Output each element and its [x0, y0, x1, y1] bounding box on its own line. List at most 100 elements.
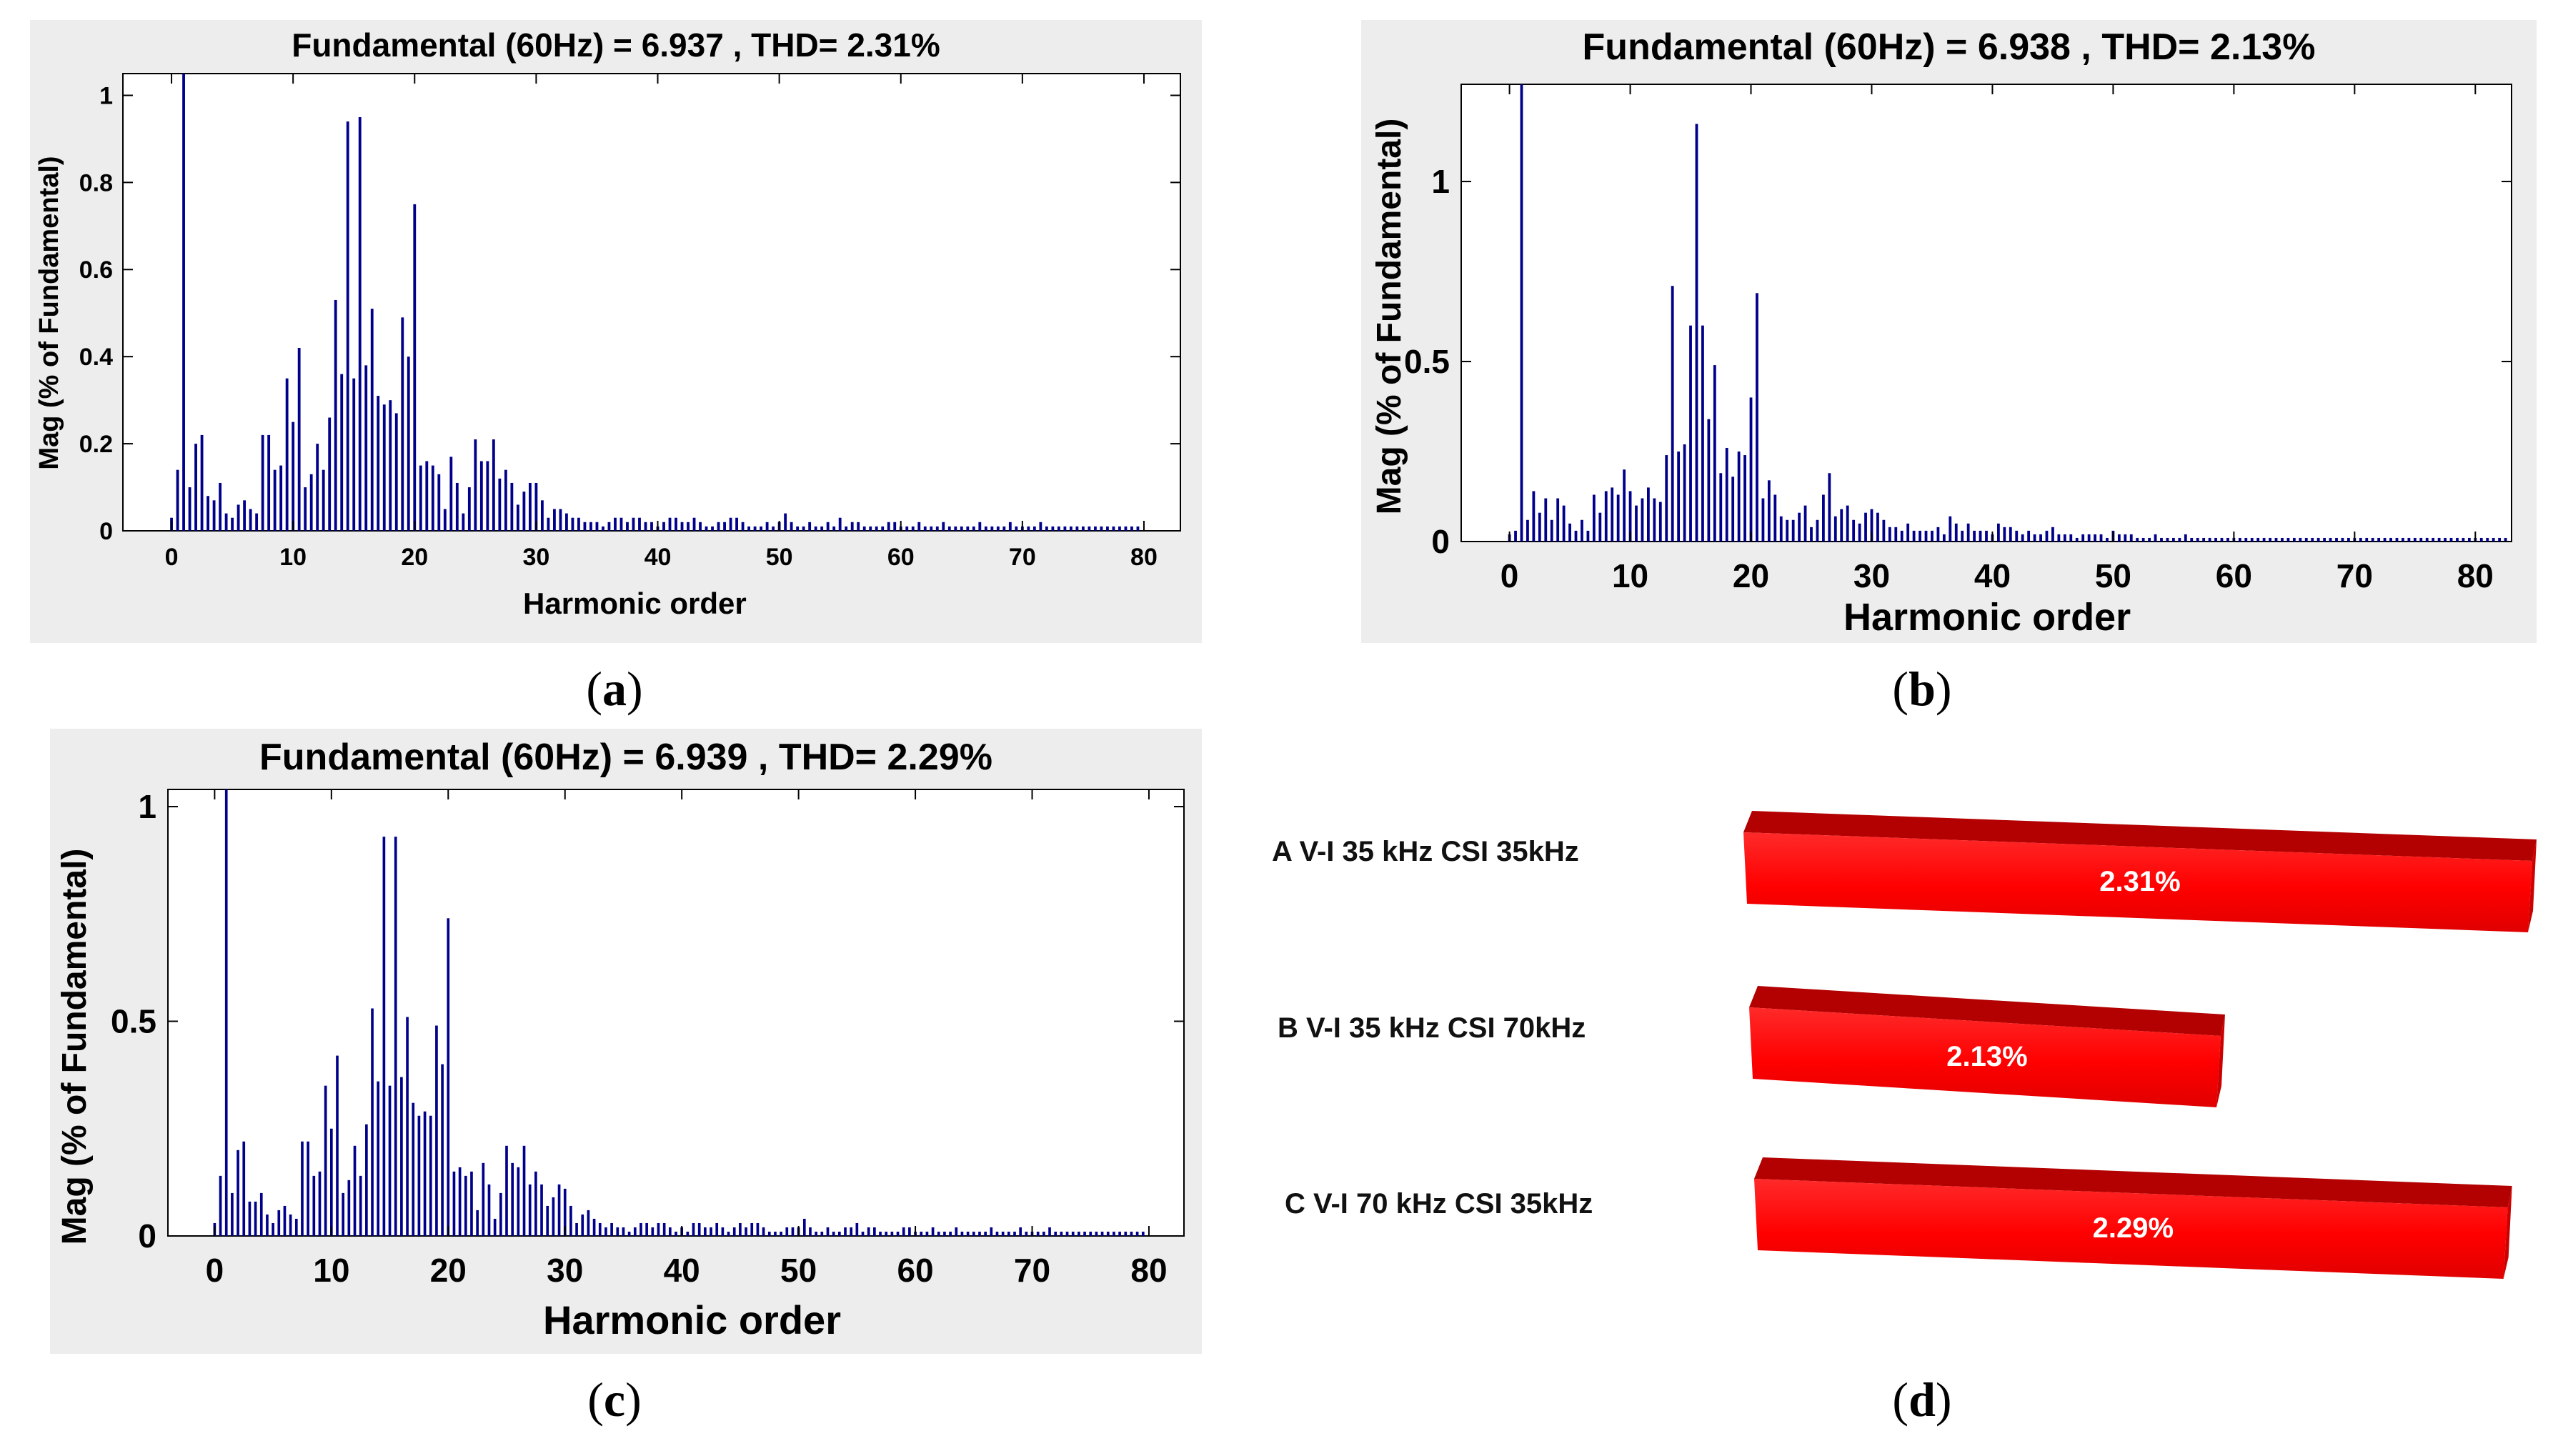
- harmonic-bar: [1689, 325, 1692, 542]
- harmonic-bar: [760, 526, 763, 531]
- caption-c: (c): [587, 1372, 642, 1427]
- harmonic-bar: [675, 517, 677, 531]
- harmonic-bar: [662, 1222, 666, 1236]
- harmonic-bar: [984, 526, 987, 531]
- caption-b: (b): [1892, 662, 1952, 716]
- harmonic-bar: [423, 1111, 427, 1236]
- harmonic-bar: [1719, 473, 1723, 542]
- harmonic-bar: [2371, 537, 2374, 542]
- harmonic-bar: [790, 522, 793, 531]
- harmonic-bar: [931, 1227, 935, 1236]
- harmonic-bar: [809, 1227, 812, 1236]
- plot-area: 0 10 20 30 40 50 60 70 80 0 0.5 1: [1404, 84, 2512, 594]
- harmonic-bar: [2081, 534, 2085, 542]
- harmonic-bar: [2039, 534, 2042, 542]
- harmonic-bar: [960, 526, 963, 531]
- harmonic-bar: [358, 116, 362, 531]
- harmonic-bar: [2075, 537, 2079, 542]
- plot-background: [167, 789, 1185, 1237]
- harmonic-bar: [1996, 523, 2000, 542]
- harmonic-bar: [1019, 1227, 1022, 1236]
- harmonic-bar: [602, 526, 604, 531]
- plot-area: 0 10 20 30 40 50 60 70 80 0 0.2 0.4 0.6 0.8 1: [79, 73, 1181, 571]
- harmonic-bar: [996, 526, 1000, 531]
- x-tick-label: 20: [430, 1252, 467, 1289]
- y-tick-label: 0.6: [79, 256, 113, 284]
- harmonic-bar: [1713, 365, 1716, 542]
- x-tick-label: 40: [1974, 557, 2011, 594]
- harmonic-bar: [850, 522, 854, 531]
- harmonic-bar: [668, 1227, 672, 1236]
- harmonic-bar: [1113, 1231, 1115, 1236]
- x-axis-label: Harmonic order: [543, 1297, 841, 1342]
- harmonic-bar: [784, 513, 787, 531]
- harmonic-bar: [796, 526, 800, 531]
- harmonic-bar: [937, 1231, 940, 1236]
- harmonic-bar: [1979, 530, 1982, 542]
- harmonic-bar: [644, 522, 647, 531]
- harmonic-bar: [1069, 526, 1073, 531]
- harmonic-bar: [470, 1171, 473, 1236]
- harmonic-bar: [610, 1222, 613, 1236]
- harmonic-bar: [1731, 477, 1735, 542]
- x-tick-label: 60: [887, 544, 915, 571]
- harmonic-bar: [2069, 534, 2073, 542]
- harmonic-bar: [449, 457, 453, 531]
- harmonic-bar: [212, 500, 216, 531]
- harmonic-bar: [2184, 534, 2187, 542]
- harmonic-bar: [1616, 494, 1620, 542]
- x-tick-label: 50: [780, 1252, 817, 1289]
- harmonic-bar: [2383, 537, 2387, 542]
- x-tick-label: 30: [547, 1252, 583, 1289]
- harmonic-bar: [2456, 537, 2459, 542]
- harmonic-bar: [1641, 498, 1644, 542]
- harmonic-bar: [917, 522, 921, 531]
- harmonic-bar: [1045, 526, 1048, 531]
- harmonic-bar: [182, 74, 185, 531]
- x-tick-label: 70: [1014, 1252, 1050, 1289]
- harmonic-bar: [2196, 537, 2199, 542]
- harmonic-bar: [322, 469, 325, 531]
- harmonic-bar: [547, 517, 550, 531]
- harmonic-bar: [312, 1175, 316, 1236]
- harmonic-bar: [2160, 537, 2163, 542]
- harmonic-bar: [406, 1017, 409, 1236]
- harmonic-bar: [353, 1145, 357, 1236]
- harmonic-bar: [1032, 526, 1036, 531]
- harmonic-bar: [1749, 397, 1753, 542]
- harmonic-bar: [1604, 491, 1608, 542]
- harmonic-bar: [2027, 530, 2031, 542]
- harmonic-bar: [2437, 537, 2441, 542]
- harmonic-bar: [2492, 537, 2495, 542]
- harmonic-bar: [2256, 537, 2260, 542]
- x-axis-label: Harmonic order: [523, 587, 747, 620]
- harmonic-bar: [1544, 498, 1548, 542]
- x-tick-label: 0: [206, 1252, 224, 1289]
- harmonic-bar: [869, 526, 872, 531]
- harmonic-bar: [1048, 1227, 1051, 1236]
- harmonic-bar: [651, 1227, 655, 1236]
- harmonic-bar: [1894, 527, 1898, 542]
- harmonic-bar: [1562, 505, 1566, 542]
- x-tick-label: 60: [2216, 557, 2252, 594]
- harmonic-bar: [254, 1201, 257, 1236]
- harmonic-bar: [371, 1008, 374, 1236]
- plot-area: 0 10 20 30 40 50 60 70 80 0 0.5 1: [111, 788, 1185, 1289]
- harmonic-bar: [2299, 537, 2302, 542]
- harmonic-bar: [711, 526, 714, 531]
- plot-background: [1460, 84, 2512, 542]
- harmonic-bar: [2359, 537, 2362, 542]
- harmonic-bar: [1100, 1231, 1104, 1236]
- harmonic-bar: [2504, 537, 2507, 542]
- harmonic-bar: [2226, 537, 2229, 542]
- harmonic-bar: [902, 1227, 905, 1236]
- harmonic-bar: [569, 1205, 572, 1236]
- harmonic-bar: [272, 1222, 274, 1236]
- harmonic-bar: [2021, 534, 2024, 542]
- harmonic-bar: [577, 517, 580, 531]
- thd-value-label: 2.29%: [2093, 1212, 2174, 1244]
- y-tick-label: 0.8: [79, 169, 113, 196]
- harmonic-bar: [2148, 537, 2151, 542]
- harmonic-bar: [534, 1171, 537, 1236]
- harmonic-bar: [565, 513, 568, 531]
